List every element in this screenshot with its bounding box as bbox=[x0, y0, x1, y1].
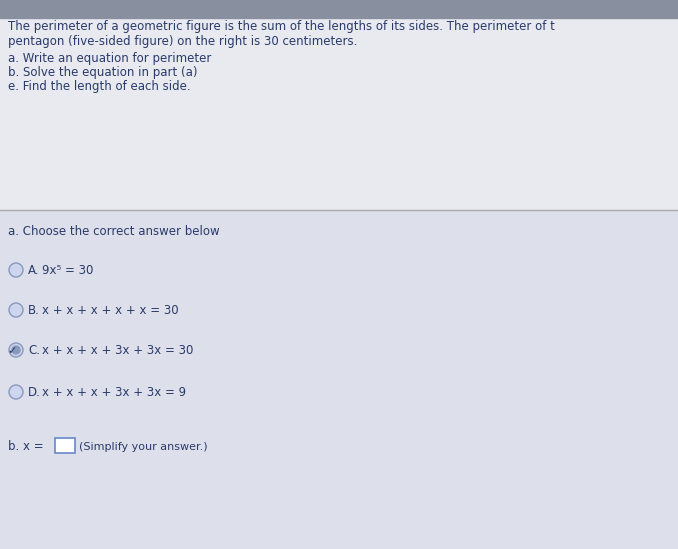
Text: (Simplify your answer.): (Simplify your answer.) bbox=[79, 442, 207, 452]
Text: ✓: ✓ bbox=[7, 346, 16, 356]
Text: D.: D. bbox=[28, 386, 41, 399]
Circle shape bbox=[12, 346, 20, 354]
Circle shape bbox=[9, 264, 22, 277]
Text: B.: B. bbox=[28, 304, 40, 317]
Bar bbox=[55, 438, 75, 453]
Bar bbox=[0, 18, 678, 210]
Text: pentagon (five-sided figure) on the right is 30 centimeters.: pentagon (five-sided figure) on the righ… bbox=[8, 35, 357, 48]
Bar bbox=[0, 0, 678, 18]
Text: x + x + x + 3x + 3x = 30: x + x + x + 3x + 3x = 30 bbox=[42, 344, 193, 357]
Text: The perimeter of a geometric figure is the sum of the lengths of its sides. The : The perimeter of a geometric figure is t… bbox=[8, 20, 555, 33]
Text: a. Choose the correct answer below: a. Choose the correct answer below bbox=[8, 225, 220, 238]
Text: b. x =: b. x = bbox=[8, 440, 43, 453]
Circle shape bbox=[9, 385, 22, 399]
Bar bbox=[0, 210, 678, 549]
Text: A.: A. bbox=[28, 264, 39, 277]
Circle shape bbox=[9, 304, 22, 317]
Text: x + x + x + 3x + 3x = 9: x + x + x + 3x + 3x = 9 bbox=[42, 386, 186, 399]
Circle shape bbox=[9, 344, 22, 356]
Text: 9x⁵ = 30: 9x⁵ = 30 bbox=[42, 264, 94, 277]
Text: C.: C. bbox=[28, 344, 40, 357]
Text: x + x + x + x + x = 30: x + x + x + x + x = 30 bbox=[42, 304, 178, 317]
Text: e. Find the length of each side.: e. Find the length of each side. bbox=[8, 80, 191, 93]
Text: a. Write an equation for perimeter: a. Write an equation for perimeter bbox=[8, 52, 212, 65]
Text: b. Solve the equation in part (a): b. Solve the equation in part (a) bbox=[8, 66, 197, 79]
